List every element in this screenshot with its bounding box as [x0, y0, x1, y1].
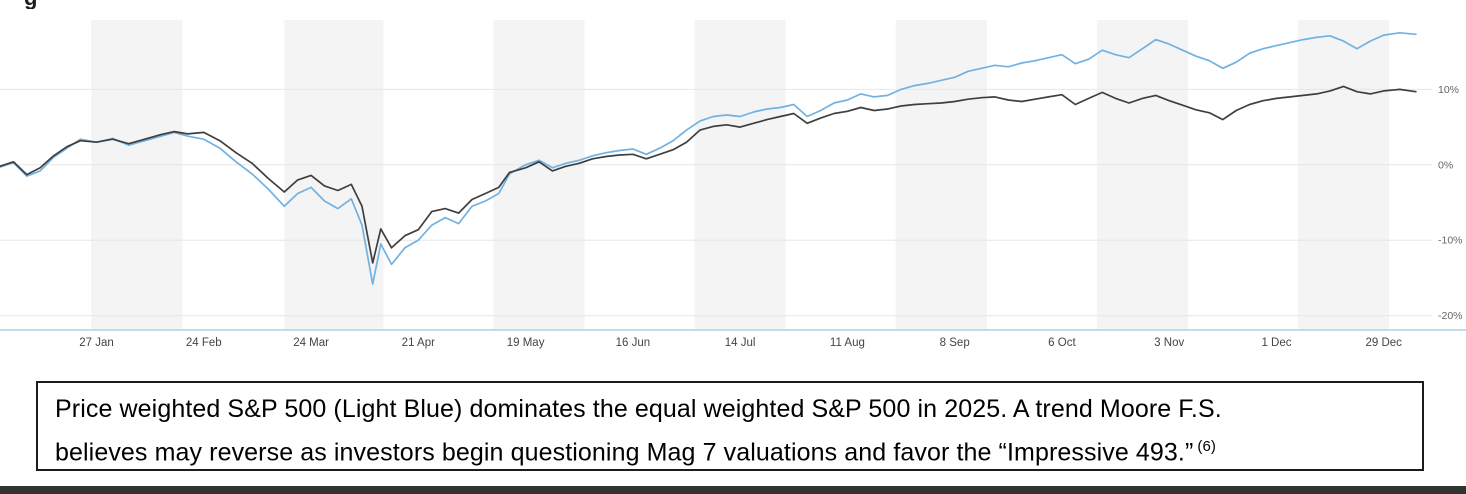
x-axis-label: 1 Dec: [1261, 337, 1291, 349]
caption-footnote-ref: (6): [1197, 438, 1217, 455]
x-axis-label: 27 Jan: [79, 337, 114, 349]
background-stripe: [91, 20, 183, 330]
x-axis-label: 21 Apr: [402, 337, 435, 349]
background-stripe: [1297, 20, 1390, 330]
performance-comparison-chart: 10% 0% -10% -20% 27 Jan 24 Feb 24 Mar 21 Apr 19 …: [0, 20, 1466, 349]
caption-line-2: believes may reverse as investors begin …: [55, 438, 1194, 467]
bottom-bar: [0, 486, 1466, 494]
caption-line-1: Price weighted S&P 500 (Light Blue) domi…: [55, 395, 1222, 423]
cropped-text-glyph: g: [24, 0, 72, 9]
x-axis-label: 16 Jun: [616, 337, 651, 349]
x-axis-label: 19 May: [507, 337, 545, 349]
cropped-text-fragment: g: [24, 0, 72, 9]
caption-box: Price weighted S&P 500 (Light Blue) domi…: [36, 381, 1424, 471]
x-axis-label: 3 Nov: [1154, 337, 1184, 349]
x-axis-label: 24 Feb: [186, 337, 222, 349]
x-axis-label: 29 Dec: [1365, 337, 1402, 349]
background-stripe: [694, 20, 786, 330]
x-axis-label: 11 Aug: [830, 337, 865, 349]
x-axis-label: 6 Oct: [1048, 337, 1076, 349]
y-axis-label: 10%: [1438, 84, 1459, 96]
y-axis-label: -20%: [1438, 310, 1463, 322]
background-stripe: [1096, 20, 1188, 330]
background-stripe: [895, 20, 987, 330]
series-line-price-weighted-sp500: [0, 31, 1417, 285]
x-axis-label: 8 Sep: [940, 337, 970, 349]
y-axis-label: -10%: [1438, 235, 1463, 247]
x-axis-label: 14 Jul: [725, 337, 756, 349]
y-axis-label: 0%: [1438, 159, 1453, 171]
background-stripe: [284, 20, 384, 330]
caption-text: Price weighted S&P 500 (Light Blue) domi…: [38, 383, 1422, 471]
series-line-equal-weighted-sp500: [0, 85, 1417, 264]
x-axis-label: 24 Mar: [293, 337, 329, 349]
